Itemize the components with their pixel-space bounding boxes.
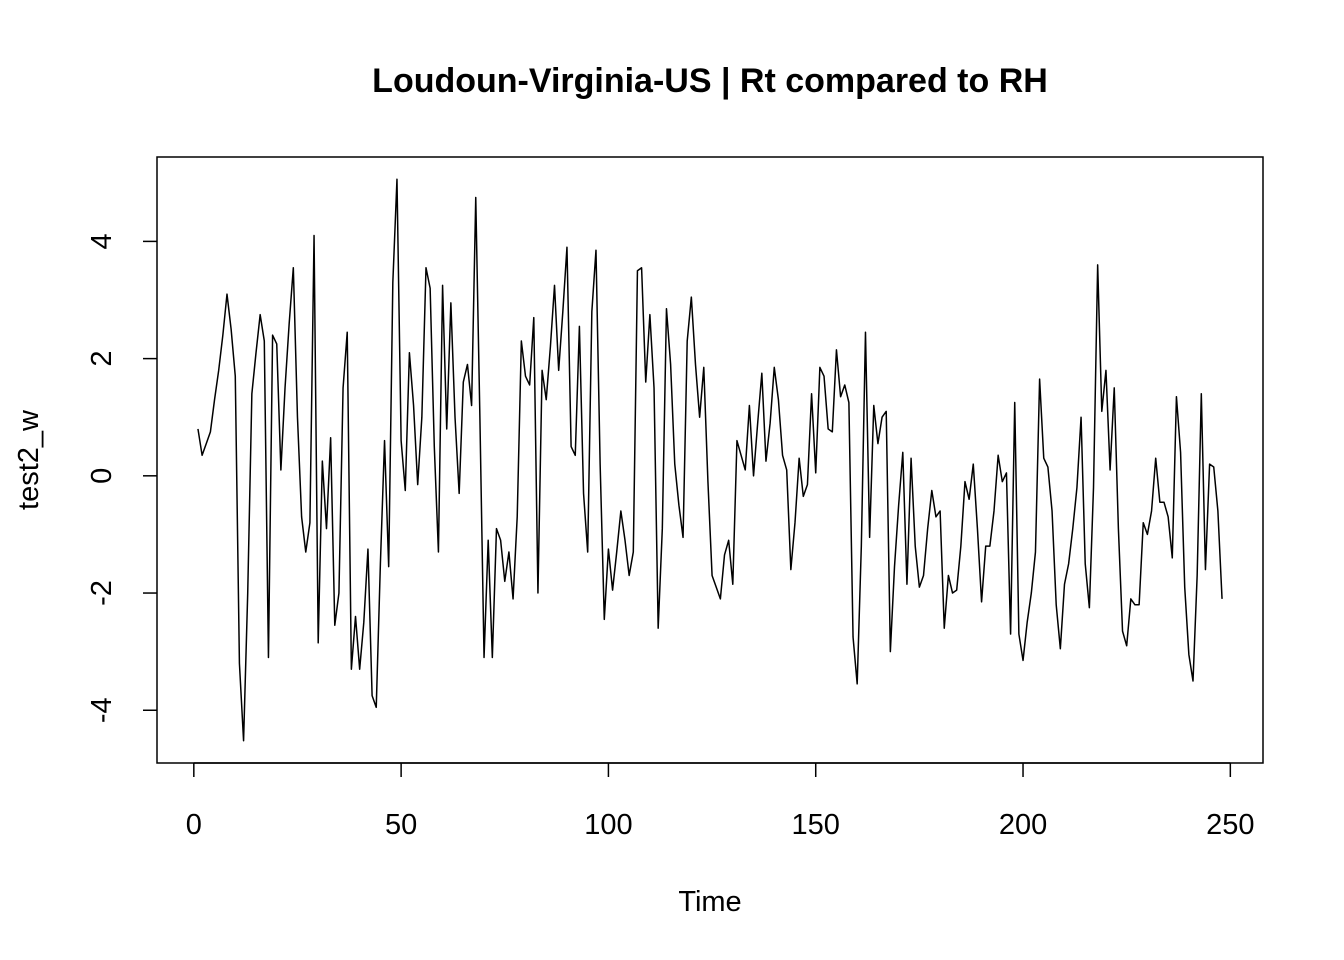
series-line (197, 178, 1223, 742)
y-tick-label: -2 (86, 580, 118, 606)
x-tick-label: 250 (1206, 809, 1254, 841)
x-tick-label: 150 (792, 809, 840, 841)
y-tick-label: 2 (86, 351, 118, 367)
y-axis-label: test2_w (13, 409, 45, 510)
y-tick-label: 4 (86, 233, 118, 249)
x-tick-label: 100 (584, 809, 632, 841)
y-tick-label: -4 (86, 697, 118, 723)
x-axis-label: Time (678, 886, 741, 918)
chart-title: Loudoun-Virginia-US | Rt compared to RH (372, 62, 1048, 100)
x-tick-label: 50 (385, 809, 417, 841)
y-tick-label: 0 (86, 468, 118, 484)
x-tick-label: 200 (999, 809, 1047, 841)
x-tick-label: 0 (186, 809, 202, 841)
